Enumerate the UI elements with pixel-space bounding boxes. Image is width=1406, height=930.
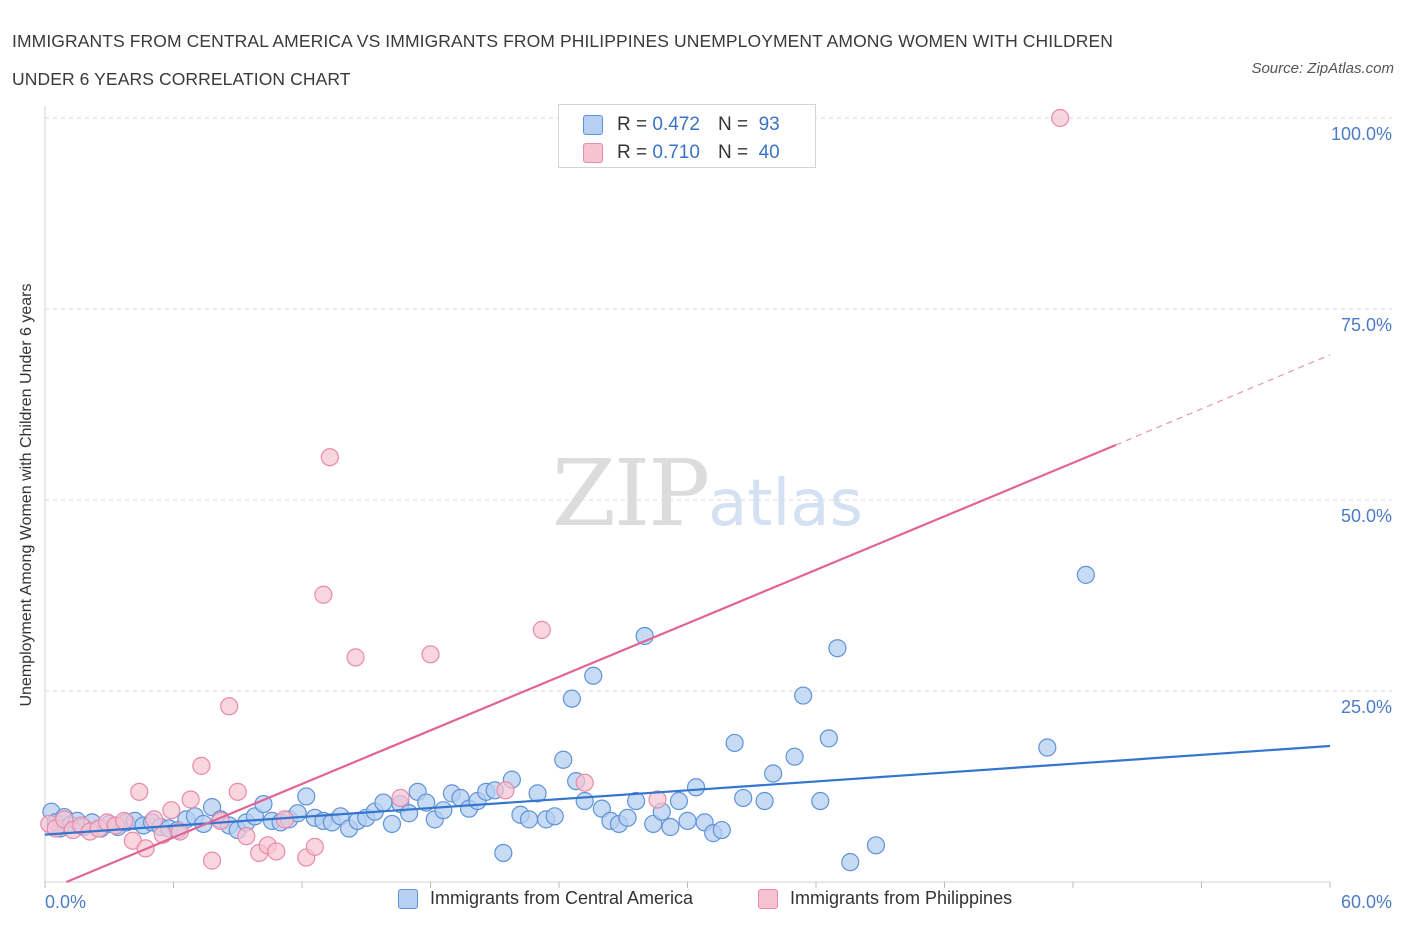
legend-r-label-2: R = [617, 142, 648, 163]
point-philippines-23 [237, 827, 256, 846]
correlation-legend: R = 0.472 N = 93 R = 0.710 N = 40 [558, 104, 816, 168]
point-philippines-9 [115, 811, 134, 830]
point-philippines-38 [648, 790, 667, 809]
watermark: ZIPatlas [552, 440, 863, 547]
legend-n-value-1: 93 [758, 114, 780, 135]
point-philippines-22 [228, 782, 247, 801]
point-central-america-59 [528, 784, 547, 803]
point-central-america-66 [584, 666, 603, 685]
point-philippines-34 [421, 645, 440, 664]
point-central-america-70 [618, 808, 637, 827]
point-central-america-87 [794, 686, 813, 705]
point-philippines-37 [575, 773, 594, 792]
point-philippines-21 [220, 697, 239, 716]
trendline-philippines-extrapolated [1115, 354, 1331, 446]
point-central-america-71 [626, 791, 646, 811]
point-philippines-31 [320, 448, 339, 467]
legend-n-label-2: N = [717, 142, 749, 163]
point-philippines-32 [346, 648, 365, 667]
point-central-america-88 [811, 791, 830, 811]
y-tick-label-3: 100.0% [1331, 124, 1392, 144]
point-philippines-14 [153, 825, 172, 844]
point-philippines-18 [192, 756, 211, 775]
legend-row-central-america: R = 0.472 N = 93 [583, 110, 780, 140]
series-legend: Immigrants from Central America Immigran… [0, 888, 1406, 916]
trendline-central-america [44, 744, 1331, 836]
series-legend-label-central-america: Immigrants from Central America [430, 888, 694, 908]
point-central-america-75 [661, 817, 680, 837]
point-central-america-58 [519, 810, 539, 829]
x-tick-label-1: 60.0% [1341, 892, 1392, 912]
point-central-america-62 [554, 750, 573, 769]
y-tick-label-0: 25.0% [1341, 697, 1392, 717]
point-central-america-76 [669, 791, 689, 811]
point-central-america-42 [382, 814, 402, 834]
point-central-america-81 [712, 820, 731, 840]
series-legend-swatch-philippines [758, 888, 778, 909]
point-central-america-46 [417, 793, 436, 812]
series-legend-label-philippines: Immigrants from Philippines [790, 888, 1013, 908]
legend-n-label-1: N = [717, 114, 749, 135]
point-philippines-35 [496, 781, 515, 800]
watermark-atlas: atlas [708, 467, 863, 541]
point-central-america-63 [562, 689, 581, 708]
series-legend-item-central-america: Immigrants from Central America [398, 888, 693, 909]
legend-r-value-2: 0.710 [652, 142, 700, 163]
series-legend-swatch-central-america [398, 888, 418, 909]
x-tick-label-0: 0.0% [45, 892, 86, 912]
y-tick-label-2: 75.0% [1341, 315, 1392, 335]
point-central-america-55 [494, 843, 513, 863]
point-central-america-61 [545, 807, 564, 826]
point-central-america-65 [575, 791, 594, 811]
point-philippines-11 [130, 782, 149, 801]
watermark-zip: ZIP [552, 440, 710, 547]
point-philippines-29 [305, 837, 324, 856]
point-central-america-78 [686, 778, 706, 797]
point-central-america-91 [841, 853, 860, 872]
point-central-america-94 [1076, 565, 1095, 584]
series-legend-item-philippines: Immigrants from Philippines [758, 888, 1012, 909]
legend-swatch-philippines [583, 143, 603, 163]
chart-title-line1: IMMIGRANTS FROM CENTRAL AMERICA VS IMMIG… [12, 31, 1114, 51]
point-philippines-26 [267, 842, 286, 861]
point-central-america-41 [374, 793, 393, 812]
point-philippines-36 [532, 620, 551, 639]
chart-title-line2: UNDER 6 YEARS CORRELATION CHART [12, 69, 351, 89]
legend-swatch-central-america [583, 115, 603, 135]
point-central-america-86 [785, 747, 804, 766]
legend-row-philippines: R = 0.710 N = 40 [583, 138, 780, 168]
point-philippines-33 [391, 788, 410, 808]
point-central-america-32 [297, 787, 316, 806]
legend-r-value-1: 0.472 [652, 114, 700, 135]
point-philippines-39 [1051, 108, 1070, 128]
point-philippines-19 [202, 851, 222, 870]
point-philippines-17 [181, 790, 200, 809]
point-central-america-48 [434, 801, 453, 820]
trendline-philippines [65, 443, 1117, 884]
legend-n-value-2: 40 [758, 142, 780, 163]
point-central-america-83 [734, 788, 753, 808]
point-central-america-85 [764, 764, 783, 783]
point-central-america-90 [828, 639, 847, 658]
point-philippines-13 [145, 810, 164, 829]
point-central-america-93 [1038, 738, 1057, 757]
point-central-america-44 [399, 804, 419, 823]
point-central-america-92 [866, 836, 886, 855]
chart-title: IMMIGRANTS FROM CENTRAL AMERICA VS IMMIG… [12, 22, 1212, 98]
point-central-america-82 [725, 733, 744, 753]
point-philippines-30 [314, 585, 333, 604]
point-central-america-89 [819, 729, 838, 748]
point-philippines-15 [162, 801, 181, 820]
point-central-america-77 [678, 811, 697, 830]
source-label: Source: ZipAtlas.com [1251, 60, 1394, 77]
legend-r-label-1: R = [617, 114, 648, 135]
point-central-america-84 [755, 791, 774, 811]
y-tick-label-1: 50.0% [1341, 506, 1392, 526]
